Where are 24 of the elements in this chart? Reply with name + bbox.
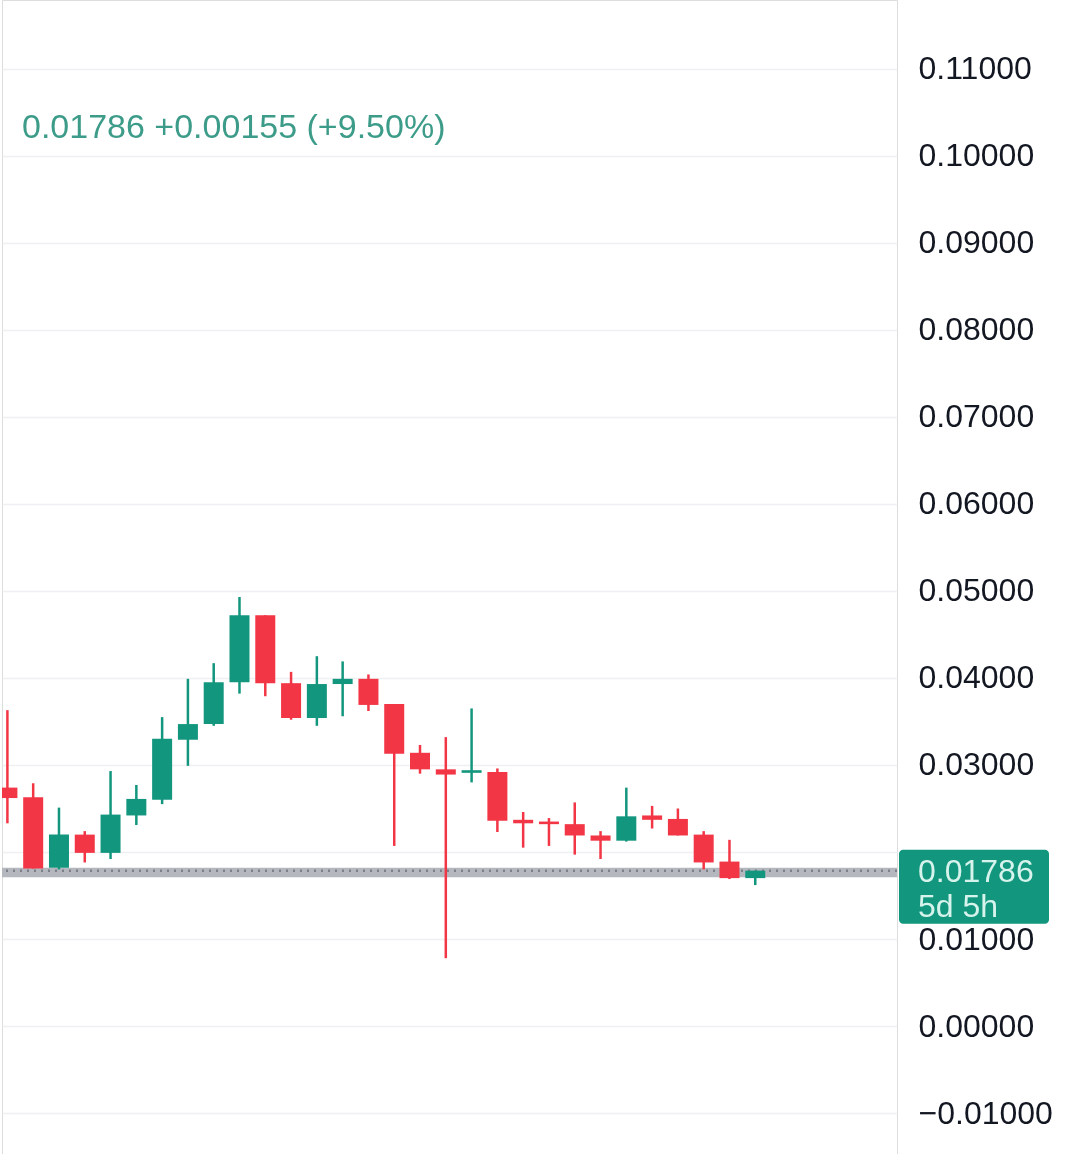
candlestick [332, 660, 353, 718]
candlestick [667, 807, 688, 837]
candlestick [126, 783, 147, 827]
y-tick-label: 0.09000 [918, 224, 1035, 261]
y-tick-label: −0.01000 [918, 1094, 1053, 1131]
candlestick [177, 677, 198, 768]
y-tick-label: 0.04000 [918, 659, 1035, 696]
y-tick-label: 0.06000 [918, 485, 1035, 522]
candlestick [719, 838, 740, 881]
candlestick [590, 829, 611, 861]
y-tick-label: 0.05000 [918, 572, 1035, 609]
candlestick [74, 829, 95, 864]
y-tick-label: 0.11000 [918, 50, 1032, 87]
candlestick [410, 743, 431, 775]
y-tick-label: 0.10000 [918, 137, 1035, 174]
y-tick-label: 0.03000 [918, 746, 1035, 783]
candlestick [564, 801, 585, 856]
y-tick-label: 0.00000 [918, 1007, 1035, 1044]
y-tick-label: 0.07000 [918, 398, 1035, 435]
candlestick [642, 804, 663, 830]
y-tick-label: 0.08000 [918, 311, 1035, 348]
candlestick [461, 707, 482, 784]
text: 0.01786 +0.00155 (+9.50%) [22, 107, 446, 145]
candlestick [435, 735, 456, 960]
